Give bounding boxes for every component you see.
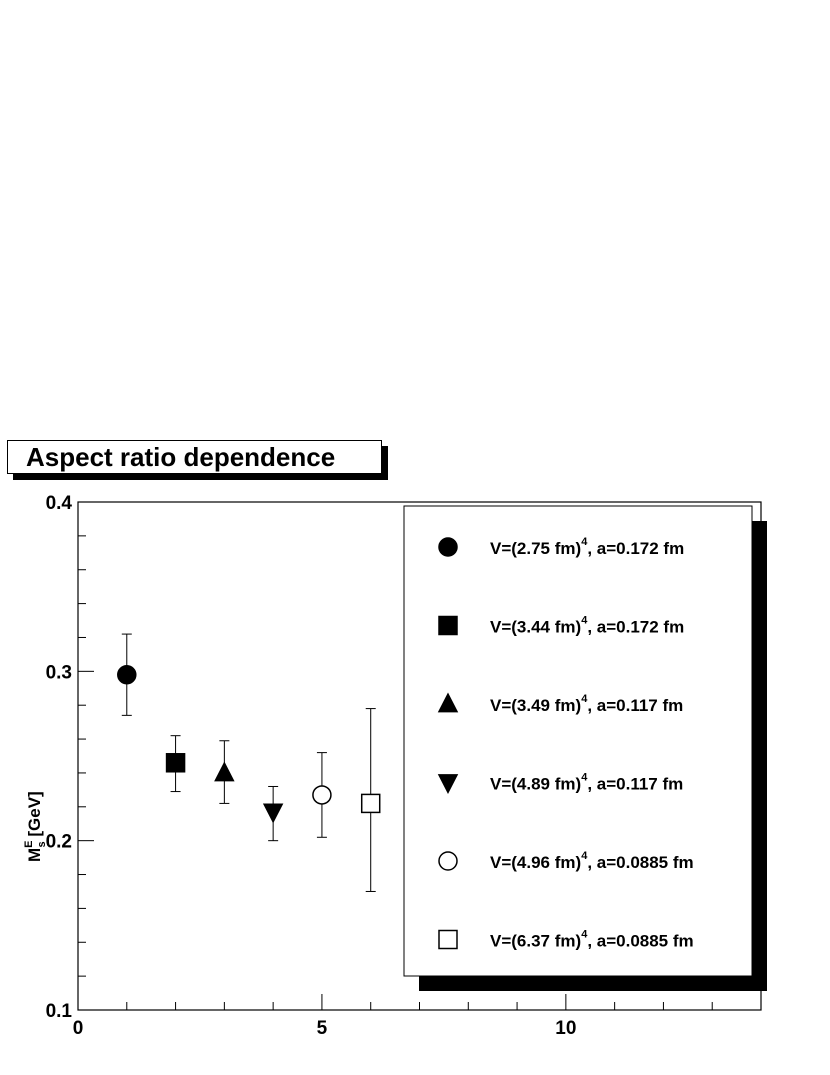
legend-marker [438,929,458,950]
y-tick-label: 0.4 [46,493,73,514]
x-tick-label: 10 [555,1018,576,1039]
title-box [7,440,382,474]
legend-box [403,505,753,977]
legend-entry-label: V=(4.96 fm)4, a=0.0885 fm [490,850,694,872]
legend-marker [438,851,458,871]
data-point [360,793,381,814]
data-point [117,664,137,685]
x-tick-label: 5 [317,1018,328,1039]
y-tick-label: 0.1 [46,1001,73,1022]
data-point [165,753,186,773]
legend-marker [438,537,458,557]
legend-entry-label: V=(2.75 fm)4, a=0.172 fm [490,536,684,558]
y-axis-label: MEs [GeV] [23,791,48,862]
legend-entry-label: V=(3.49 fm)4, a=0.117 fm [490,693,683,715]
legend-marker [438,615,458,636]
x-tick-label: 0 [73,1018,84,1039]
data-point [262,803,284,824]
legend-entry-label: V=(6.37 fm)4, a=0.0885 fm [490,929,694,951]
legend-marker [437,774,459,795]
data-point [312,785,332,805]
legend-entry-label: V=(4.89 fm)4, a=0.117 fm [490,772,683,794]
data-point [214,761,235,782]
legend-entry-label: V=(3.44 fm)4, a=0.172 fm [490,615,684,637]
chart-title: Aspect ratio dependence [26,442,336,472]
y-tick-label: 0.2 [46,832,72,853]
legend-marker [437,692,459,713]
y-tick-label: 0.3 [46,662,72,683]
